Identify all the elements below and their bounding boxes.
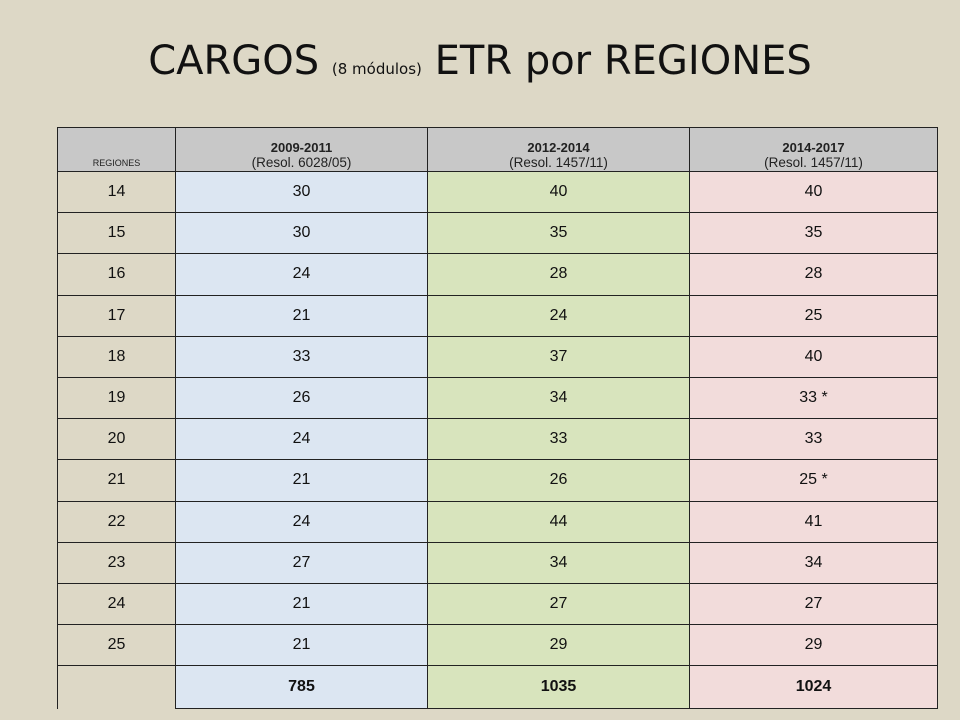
table-row: 19 26 34 33 *	[57, 376, 938, 420]
value-2009-2011: 26	[175, 376, 428, 420]
table-row: 18 33 37 40	[57, 335, 938, 378]
total-2012-2014: 1035	[427, 665, 690, 710]
header-years: 2009-2011	[270, 140, 333, 155]
regions-table: REGIONES 2009-2011 (Resol. 6028/05) 2012…	[57, 127, 938, 710]
value-2009-2011: 21	[175, 624, 428, 667]
value-2014-2017: 40	[689, 170, 938, 214]
value-2012-2014: 28	[427, 253, 690, 296]
table-row: 22 24 44 41	[57, 500, 938, 543]
value-2014-2017: 25 *	[689, 459, 938, 502]
value-2014-2017: 40	[689, 335, 938, 378]
table-row: 20 24 33 33	[57, 418, 938, 461]
table-row: 17 21 24 25	[57, 294, 938, 337]
region-cell: 15	[57, 212, 176, 255]
value-2012-2014: 40	[427, 170, 690, 214]
table-row: 15 30 35 35	[57, 212, 938, 255]
value-2014-2017: 33	[689, 418, 938, 461]
header-years: 2014-2017	[782, 140, 845, 155]
value-2009-2011: 30	[175, 212, 428, 255]
region-cell: 22	[57, 500, 176, 543]
header-2014-2017: 2014-2017 (Resol. 1457/11)	[689, 127, 938, 172]
value-2009-2011: 30	[175, 170, 428, 214]
total-2014-2017: 1024	[689, 665, 938, 710]
region-cell: 21	[57, 459, 176, 502]
value-2012-2014: 37	[427, 335, 690, 378]
value-2012-2014: 33	[427, 418, 690, 461]
region-cell: 14	[57, 170, 176, 214]
value-2012-2014: 26	[427, 459, 690, 502]
value-2009-2011: 21	[175, 294, 428, 337]
header-resolution: (Resol. 1457/11)	[509, 155, 608, 170]
value-2014-2017: 28	[689, 253, 938, 296]
value-2014-2017: 35	[689, 212, 938, 255]
header-2012-2014: 2012-2014 (Resol. 1457/11)	[427, 127, 690, 172]
region-cell: 20	[57, 418, 176, 461]
table-body: 14 30 40 40 15 30 35 35 16 24 28 28 17 21 24 25 18 33 37 40…	[57, 170, 938, 667]
value-2009-2011: 21	[175, 459, 428, 502]
region-cell: 16	[57, 253, 176, 296]
value-2009-2011: 24	[175, 500, 428, 543]
table-row: 23 27 34 34	[57, 541, 938, 584]
value-2009-2011: 21	[175, 582, 428, 626]
table-row: 25 21 29 29	[57, 624, 938, 667]
total-2009-2011: 785	[175, 665, 428, 710]
value-2014-2017: 29	[689, 624, 938, 667]
header-years: 2012-2014	[527, 140, 590, 155]
table-row: 14 30 40 40	[57, 170, 938, 214]
title-main-end: ETR por REGIONES	[421, 38, 812, 84]
table-row: 21 21 26 25 *	[57, 459, 938, 502]
value-2009-2011: 33	[175, 335, 428, 378]
header-resolution: (Resol. 1457/11)	[764, 155, 863, 170]
region-cell: 25	[57, 624, 176, 667]
totals-row: 785 1035 1024	[57, 665, 938, 710]
table-row: 16 24 28 28	[57, 253, 938, 296]
value-2009-2011: 24	[175, 253, 428, 296]
region-cell: 18	[57, 335, 176, 378]
region-cell: 17	[57, 294, 176, 337]
value-2012-2014: 24	[427, 294, 690, 337]
totals-blank-cell	[57, 665, 176, 709]
region-cell: 23	[57, 541, 176, 584]
value-2012-2014: 34	[427, 376, 690, 420]
value-2014-2017: 25	[689, 294, 938, 337]
value-2014-2017: 41	[689, 500, 938, 543]
header-regiones: REGIONES	[57, 127, 176, 172]
table-row: 24 21 27 27	[57, 582, 938, 626]
region-cell: 24	[57, 582, 176, 626]
region-cell: 19	[57, 376, 176, 420]
value-2012-2014: 35	[427, 212, 690, 255]
value-2009-2011: 24	[175, 418, 428, 461]
header-resolution: (Resol. 6028/05)	[251, 155, 352, 170]
header-2009-2011: 2009-2011 (Resol. 6028/05)	[175, 127, 428, 172]
value-2014-2017: 27	[689, 582, 938, 626]
value-2014-2017: 33 *	[689, 376, 938, 420]
value-2012-2014: 29	[427, 624, 690, 667]
value-2012-2014: 44	[427, 500, 690, 543]
value-2009-2011: 27	[175, 541, 428, 584]
title-main-start: CARGOS	[148, 38, 332, 84]
value-2014-2017: 34	[689, 541, 938, 584]
value-2012-2014: 34	[427, 541, 690, 584]
page-title: CARGOS (8 módulos) ETR por REGIONES	[0, 38, 960, 84]
title-subtitle: (8 módulos)	[331, 60, 422, 78]
value-2012-2014: 27	[427, 582, 690, 626]
header-row: REGIONES 2009-2011 (Resol. 6028/05) 2012…	[57, 127, 938, 172]
